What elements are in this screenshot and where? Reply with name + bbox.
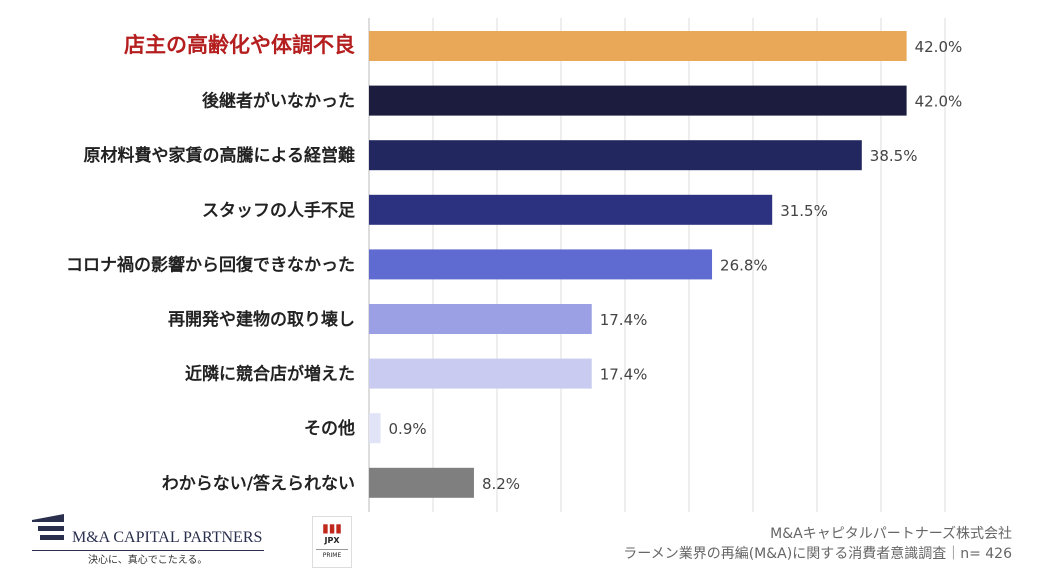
jpx-prime-badge: ▮▮▮ JPX PRIME	[312, 516, 352, 568]
bar-8	[369, 413, 381, 444]
value-label-1: 42.0%	[915, 38, 963, 56]
bar-2	[369, 85, 907, 116]
prime-label: PRIME	[316, 549, 348, 560]
value-label-2: 42.0%	[915, 93, 963, 111]
value-label-7: 17.4%	[600, 366, 648, 384]
bar-9	[369, 467, 474, 498]
category-label-5: コロナ禍の影響から回復できなかった	[66, 254, 355, 275]
bar-1	[369, 31, 907, 61]
category-label-6: 再開発や建物の取り壊し	[168, 309, 355, 330]
category-label-7: 近隣に競合店が増えた	[185, 364, 355, 385]
bar-6	[369, 304, 592, 334]
bar-4	[369, 194, 773, 225]
value-label-8: 0.9%	[389, 420, 427, 438]
value-label-9: 8.2%	[482, 475, 520, 493]
value-label-3: 38.5%	[870, 147, 918, 165]
value-label-6: 17.4%	[600, 311, 648, 329]
category-label-8: その他	[304, 418, 355, 439]
logo-divider	[32, 550, 264, 551]
jpx-mark-icon: ▮▮▮	[322, 521, 342, 535]
category-label-1: 店主の高齢化や体調不良	[124, 33, 355, 57]
logo-name: M&A CAPITAL PARTNERS	[72, 529, 263, 546]
source-company: M&Aキャピタルパートナーズ株式会社	[770, 526, 1012, 542]
bar-5	[369, 249, 713, 280]
logo-mark-icon	[32, 514, 64, 540]
logo-tagline: 決心に、真心でこたえる。	[88, 555, 208, 566]
category-label-9: わからない/答えられない	[162, 473, 355, 494]
category-label-2: 後継者がいなかった	[202, 91, 355, 112]
jpx-label: JPX	[324, 536, 340, 545]
bar-7	[369, 358, 592, 389]
value-label-4: 31.5%	[780, 202, 828, 220]
bar-3	[369, 140, 862, 171]
company-logo: M&A CAPITAL PARTNERS 決心に、真心でこたえる。	[32, 514, 282, 570]
category-label-4: スタッフの人手不足	[202, 200, 355, 221]
category-label-3: 原材料費や家賃の高騰による経営難	[84, 145, 356, 166]
value-label-5: 26.8%	[720, 256, 768, 274]
source-survey: ラーメン業界の再編(M&A)に関する消費者意識調査｜n= 426	[623, 546, 1012, 562]
